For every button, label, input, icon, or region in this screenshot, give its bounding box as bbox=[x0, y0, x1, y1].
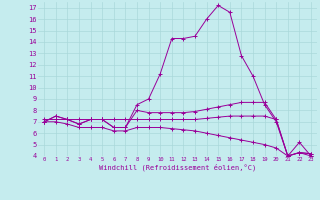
X-axis label: Windchill (Refroidissement éolien,°C): Windchill (Refroidissement éolien,°C) bbox=[99, 164, 256, 171]
